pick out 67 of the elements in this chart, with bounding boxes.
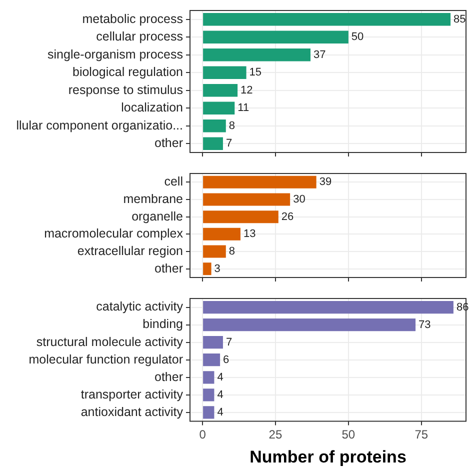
- bar: [203, 354, 220, 366]
- bar: [203, 262, 212, 276]
- data-label: 12: [240, 84, 253, 96]
- data-label: 50: [351, 31, 364, 44]
- bar: [203, 137, 223, 150]
- x-tick-label: 25: [268, 428, 282, 442]
- x-tick-label: 50: [342, 428, 356, 442]
- bar: [203, 66, 246, 80]
- data-label: 26: [281, 210, 294, 223]
- y-tick-label: single-organism process: [48, 47, 183, 62]
- bar: [203, 30, 348, 44]
- bar: [203, 210, 278, 224]
- bar: [203, 48, 310, 62]
- data-label: 7: [226, 138, 232, 150]
- data-label: 4: [217, 388, 224, 401]
- data-label: 39: [319, 176, 332, 188]
- bar: [203, 388, 214, 402]
- bar: [203, 119, 226, 132]
- bar: [203, 318, 416, 332]
- y-tick-label: other: [154, 370, 183, 384]
- data-label: 85: [454, 13, 466, 26]
- y-tick-label: cell: [164, 174, 183, 189]
- bar: [203, 406, 214, 419]
- y-tick-label: structural molecule activity: [36, 334, 184, 349]
- data-label: 73: [418, 318, 431, 331]
- bar: [203, 336, 223, 349]
- y-tick-label: llular component organizatio...: [16, 118, 183, 132]
- bar: [203, 193, 290, 206]
- x-tick-label: 75: [414, 428, 428, 442]
- y-tick-label: organelle: [132, 209, 184, 224]
- data-label: 7: [226, 336, 232, 348]
- bar: [203, 300, 454, 314]
- x-axis-title: Number of proteins: [250, 447, 406, 466]
- y-tick-label: other: [154, 136, 183, 150]
- y-tick-label: response to stimulus: [68, 82, 183, 97]
- data-label: 37: [313, 48, 326, 61]
- data-label: 15: [249, 66, 262, 79]
- y-tick-label: macromolecular complex: [44, 226, 184, 241]
- bar: [203, 84, 238, 97]
- bar: [203, 102, 235, 115]
- data-label: 4: [217, 371, 224, 384]
- y-tick-label: antioxidant activity: [80, 404, 184, 419]
- x-tick-label: 0: [199, 428, 206, 442]
- y-tick-label: catalytic activity: [96, 300, 184, 314]
- y-tick-label: membrane: [123, 192, 184, 206]
- y-tick-label: transporter activity: [80, 387, 184, 402]
- y-tick-label: metabolic process: [82, 12, 183, 26]
- y-tick-label: other: [154, 261, 183, 276]
- data-label: 6: [223, 354, 230, 366]
- bar: [203, 245, 226, 258]
- data-label: 8: [228, 120, 236, 132]
- data-label: 8: [228, 246, 236, 258]
- bar: [203, 371, 214, 384]
- y-tick-label: extracellular region: [77, 244, 184, 258]
- bar: [203, 12, 451, 26]
- y-tick-label: localization: [121, 100, 184, 115]
- bar: [203, 176, 316, 188]
- y-tick-label: binding: [142, 317, 184, 332]
- y-tick-label: biological regulation: [72, 65, 184, 80]
- data-label: 11: [238, 102, 250, 114]
- bar: [203, 228, 240, 240]
- y-tick-label: molecular function regulator: [28, 352, 183, 366]
- data-label: 30: [293, 194, 306, 206]
- y-tick-label: cellular process: [96, 30, 183, 44]
- data-label: 3: [214, 262, 220, 275]
- data-label: 13: [243, 228, 256, 240]
- data-label: 4: [217, 406, 224, 418]
